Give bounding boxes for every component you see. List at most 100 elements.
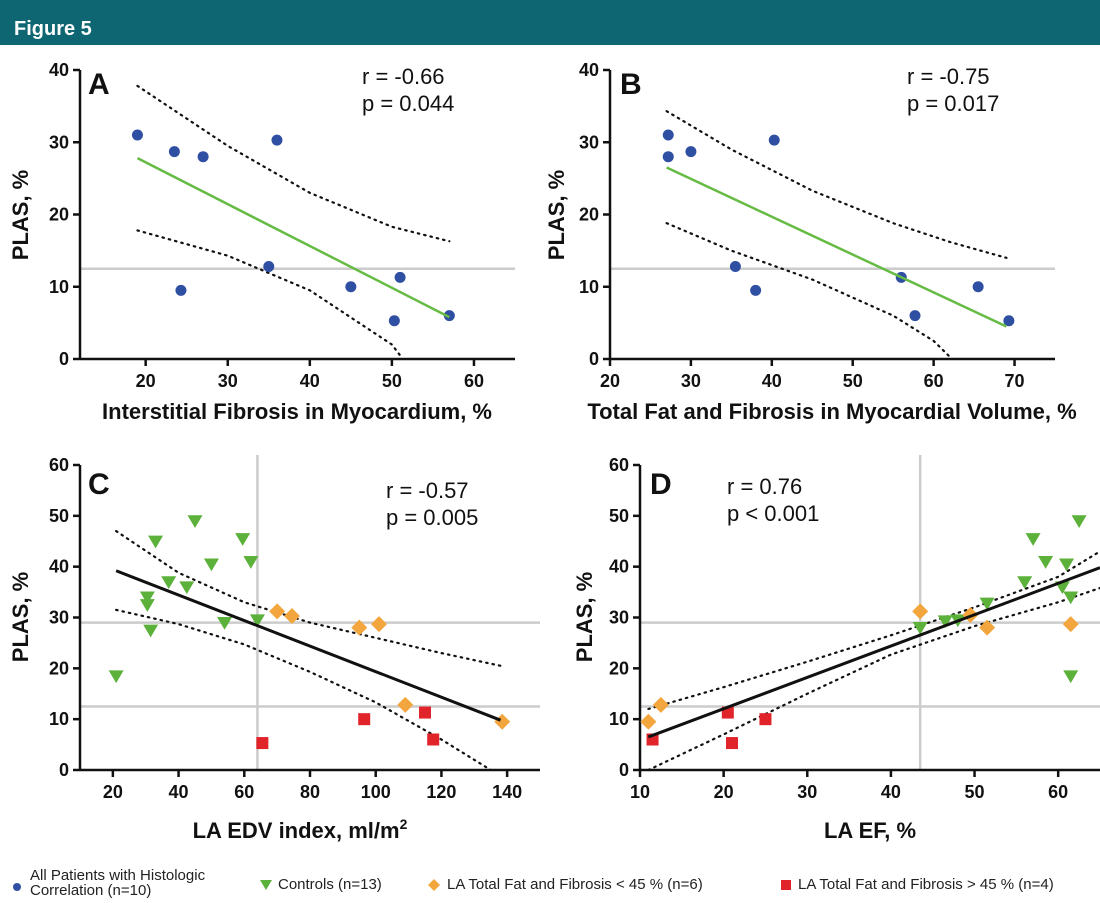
y-tick-label: 30 xyxy=(49,608,69,628)
data-point xyxy=(256,737,269,750)
data-point xyxy=(351,619,368,636)
series-controls xyxy=(912,515,1087,684)
y-tick-label: 20 xyxy=(49,658,69,678)
data-point xyxy=(979,619,996,636)
data-point xyxy=(768,134,780,146)
x-axis-label: LA EF, % xyxy=(824,818,916,843)
y-tick-label: 0 xyxy=(59,349,69,369)
y-tick-label: 30 xyxy=(579,132,599,152)
data-point xyxy=(640,713,657,730)
x-tick-label: 50 xyxy=(382,371,402,391)
legend-marker-shape xyxy=(13,883,21,891)
x-tick-label: 10 xyxy=(630,782,650,802)
data-point xyxy=(1063,591,1079,605)
x-axis-label: LA EDV index, ml/m2 xyxy=(193,816,408,843)
data-point xyxy=(937,615,953,629)
data-point xyxy=(187,515,203,529)
x-tick-label: 70 xyxy=(1005,371,1025,391)
legend-label: LA Total Fat and Fibrosis < 45 % (n=6) xyxy=(447,877,703,892)
confidence-band-upper xyxy=(647,550,1100,711)
data-point xyxy=(179,581,195,595)
legend-label-line: Controls (n=13) xyxy=(278,876,382,893)
data-point xyxy=(759,713,772,726)
legend-label: Controls (n=13) xyxy=(278,877,382,892)
y-tick-label: 30 xyxy=(609,608,629,628)
data-point xyxy=(168,146,180,158)
stat-text: p = 0.044 xyxy=(362,91,454,116)
data-point xyxy=(203,558,219,572)
regression-line xyxy=(115,569,502,722)
legend: All Patients with Histologic Correlation … xyxy=(0,868,1100,903)
confidence-band-upper xyxy=(665,110,1008,259)
y-tick-label: 30 xyxy=(49,132,69,152)
panel-letter: B xyxy=(620,68,642,101)
confidence-band-lower xyxy=(115,608,492,772)
data-point xyxy=(494,713,511,730)
regression-line xyxy=(666,166,1007,328)
stat-text: r = -0.75 xyxy=(907,64,990,89)
x-tick-label: 40 xyxy=(169,782,189,802)
y-tick-label: 20 xyxy=(579,205,599,225)
y-tick-label: 60 xyxy=(609,455,629,475)
data-point xyxy=(397,696,414,713)
x-tick-label: 20 xyxy=(136,371,156,391)
data-point xyxy=(243,555,259,569)
x-tick-label: 50 xyxy=(843,371,863,391)
x-tick-label: 60 xyxy=(924,371,944,391)
confidence-band-upper xyxy=(136,84,451,243)
data-point xyxy=(108,670,124,684)
data-point xyxy=(148,535,164,549)
legend-label-line: Correlation (n=10) xyxy=(30,882,152,899)
legend-marker-square xyxy=(781,880,791,890)
data-point xyxy=(394,271,406,283)
data-point xyxy=(161,576,177,590)
stat-text: p = 0.005 xyxy=(386,505,478,530)
x-tick-label: 30 xyxy=(681,371,701,391)
series-gt45 xyxy=(256,706,440,750)
x-tick-label: 80 xyxy=(300,782,320,802)
x-tick-label: 20 xyxy=(600,371,620,391)
y-tick-label: 60 xyxy=(49,455,69,475)
y-tick-label: 10 xyxy=(49,709,69,729)
data-point xyxy=(972,281,984,293)
data-point xyxy=(750,284,762,296)
data-point xyxy=(283,607,300,624)
legend-marker-diamond xyxy=(428,879,440,891)
data-point xyxy=(197,151,209,163)
x-tick-label: 30 xyxy=(218,371,238,391)
x-tick-label: 100 xyxy=(361,782,391,802)
data-point xyxy=(249,614,265,628)
data-point xyxy=(662,151,674,163)
legend-marker-shape xyxy=(781,880,791,890)
data-point xyxy=(427,733,440,746)
data-point xyxy=(685,146,697,158)
x-tick-label: 40 xyxy=(881,782,901,802)
data-point xyxy=(909,310,921,322)
x-tick-label: 60 xyxy=(234,782,254,802)
x-tick-label: 20 xyxy=(714,782,734,802)
legend-label: All Patients with Histologic Correlation … xyxy=(30,868,205,898)
data-point xyxy=(726,737,738,750)
data-point xyxy=(419,706,431,719)
data-point xyxy=(131,129,143,141)
x-tick-label: 40 xyxy=(762,371,782,391)
figure-title: Figure 5 xyxy=(14,18,92,40)
data-point xyxy=(652,696,669,713)
panel-b: 0 10 20 30 40 20 30 40 50 60 70 Total Fat and Fibro… xyxy=(544,60,1077,424)
x-tick-label: 20 xyxy=(103,782,123,802)
data-point xyxy=(235,533,251,546)
y-tick-label: 0 xyxy=(589,349,599,369)
x-tick-label: 50 xyxy=(965,782,985,802)
stat-text: p = 0.017 xyxy=(907,91,999,116)
y-tick-label: 0 xyxy=(59,760,69,780)
data-point xyxy=(912,603,929,620)
legend-label: LA Total Fat and Fibrosis > 45 % (n=4) xyxy=(798,877,1054,892)
legend-label-line: LA Total Fat and Fibrosis > 45 % (n=4) xyxy=(798,876,1054,893)
data-point xyxy=(175,284,187,296)
series-lt45 xyxy=(640,603,1079,730)
y-tick-label: 20 xyxy=(49,205,69,225)
x-tick-label: 140 xyxy=(492,782,522,802)
confidence-band-upper xyxy=(115,529,502,667)
data-point xyxy=(1063,670,1079,684)
